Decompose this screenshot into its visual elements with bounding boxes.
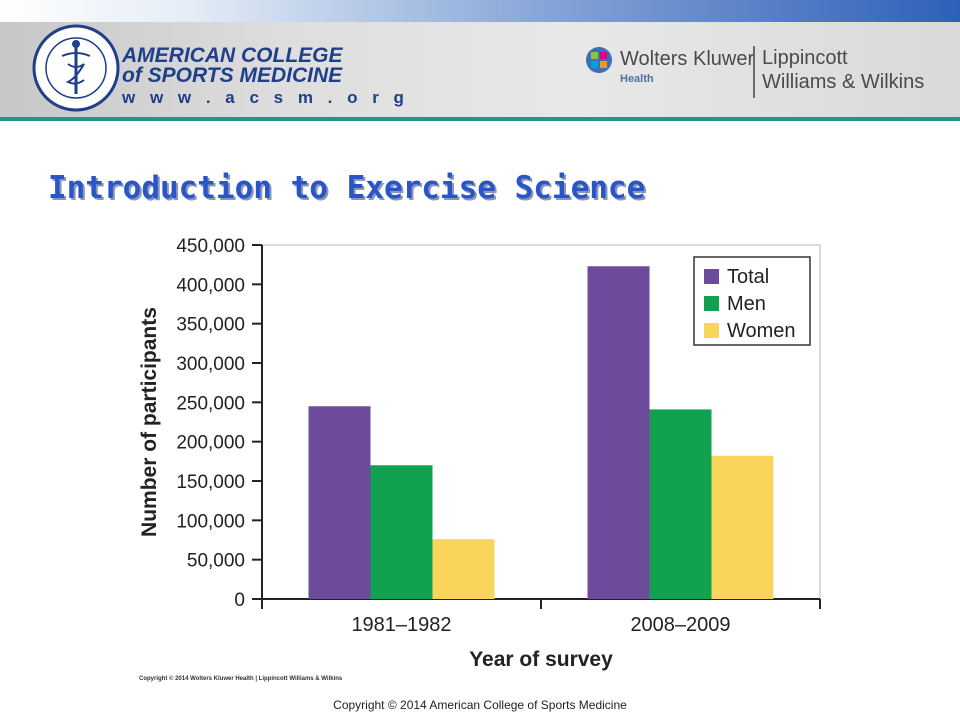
legend-label-women: Women [727, 320, 796, 342]
y-tick-label: 300,000 [176, 354, 245, 375]
y-tick-label: 350,000 [176, 315, 245, 336]
imprint-name: Lippincott Williams & Wilkins [762, 46, 924, 94]
acsm-seal-logo [32, 24, 120, 112]
x-axis-title: Year of survey [469, 648, 613, 671]
org-name-line1: AMERICAN COLLEGE [122, 44, 343, 67]
bar-women-2 [711, 455, 774, 599]
legend-label-men: Men [727, 293, 766, 315]
banner-rule [0, 117, 960, 121]
y-tick-label: 400,000 [176, 275, 245, 296]
org-url: w w w . a c s m . o r g [122, 88, 409, 107]
legend-label-total: Total [727, 266, 769, 288]
legend-swatch-total [704, 269, 719, 284]
org-name-line2: of SPORTS MEDICINE [122, 64, 343, 87]
slide-title: Introduction to Exercise Science [48, 170, 646, 206]
bar-women-1 [432, 539, 495, 599]
y-tick-label: 450,000 [176, 236, 245, 257]
logo-divider [753, 46, 755, 98]
acsm-wordmark: AMERICAN COLLEGE of SPORTS MEDICINE w w … [122, 44, 409, 108]
publisher-name: Wolters Kluwer [620, 48, 755, 70]
bar-total-1 [308, 406, 371, 599]
y-tick-label: 150,000 [176, 472, 245, 493]
y-tick-label: 250,000 [176, 393, 245, 414]
x-tick-label: 2008–2009 [630, 614, 730, 636]
participants-bar-chart: 0 50,000 100,000 150,000 200,000 250,000 300,0… [138, 236, 821, 671]
legend-swatch-men [704, 296, 719, 311]
y-axis-title: Number of participants [138, 307, 161, 537]
header-banner: AMERICAN COLLEGE of SPORTS MEDICINE w w … [0, 0, 960, 118]
bar-men-2 [649, 409, 712, 599]
bar-total-2 [587, 266, 650, 599]
y-tick-label: 0 [234, 590, 245, 611]
y-tick-label: 100,000 [176, 511, 245, 532]
y-tick-label: 200,000 [176, 433, 245, 454]
footer-copyright: Copyright © 2014 American College of Spo… [333, 698, 627, 712]
publisher-division: Health [620, 73, 654, 85]
x-tick-label: 1981–1982 [351, 614, 451, 636]
chart-copyright: Copyright © 2014 Wolters Kluwer Health |… [139, 676, 343, 682]
wolters-kluwer-logo-icon [586, 47, 612, 73]
imprint-line2: Williams & Wilkins [762, 71, 925, 93]
legend-swatch-women [704, 323, 719, 338]
y-tick-label: 50,000 [187, 551, 245, 572]
bar-men-1 [370, 465, 433, 599]
banner-gradient-strip [0, 0, 960, 22]
imprint-line1: Lippincott [762, 47, 848, 69]
